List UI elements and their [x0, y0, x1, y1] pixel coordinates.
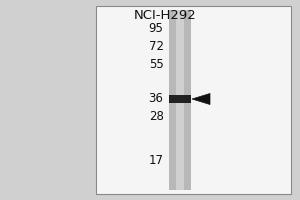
Text: 72: 72 [148, 40, 164, 52]
Text: 28: 28 [148, 110, 164, 123]
Text: 55: 55 [149, 58, 164, 72]
Bar [96, 6, 291, 194]
Bar [176, 10, 184, 190]
Text: 95: 95 [148, 22, 164, 36]
Text: 36: 36 [148, 92, 164, 106]
Bar [169, 95, 190, 103]
Polygon shape [192, 94, 210, 104]
Bar [169, 10, 190, 190]
Text: 17: 17 [148, 154, 164, 168]
Text: NCI-H292: NCI-H292 [134, 9, 196, 22]
